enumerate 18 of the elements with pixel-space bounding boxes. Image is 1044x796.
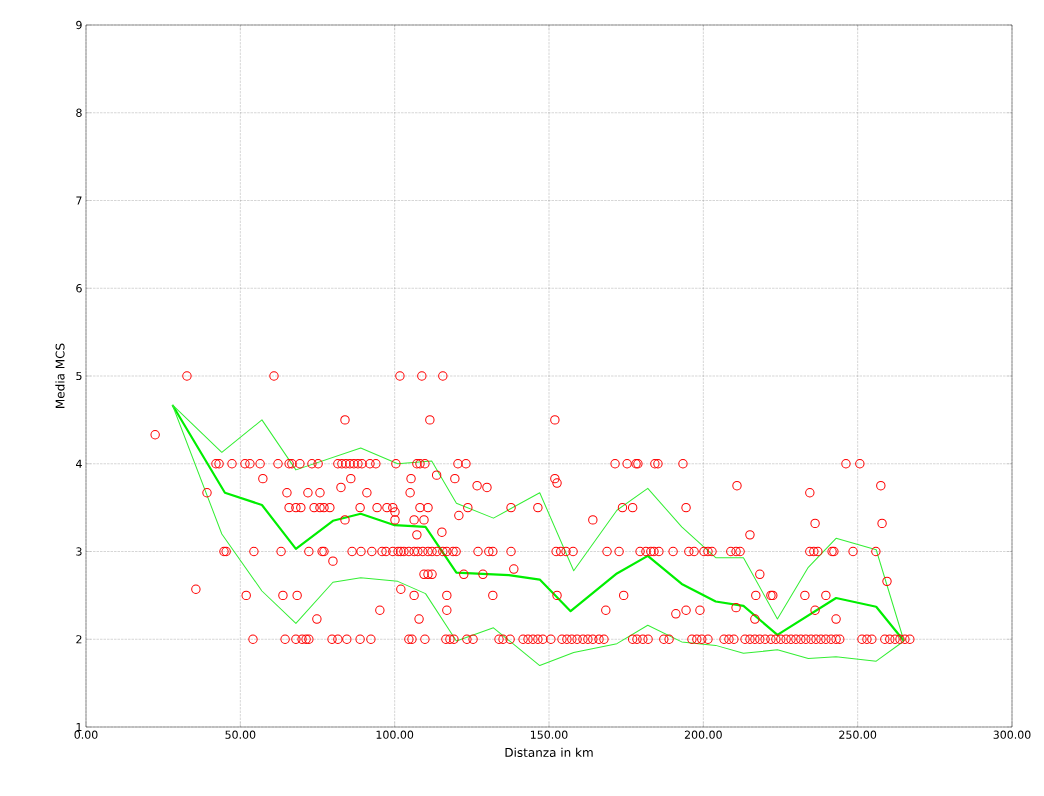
y-tick-label: 2 xyxy=(76,635,82,644)
y-tick-label: 4 xyxy=(76,459,82,468)
y-tick-label: 5 xyxy=(76,371,82,381)
y-tick-label: 9 xyxy=(76,20,82,30)
y-tick-label: 7 xyxy=(76,196,82,205)
x-tick-label: 200.00 xyxy=(684,730,722,739)
y-tick-label: 3 xyxy=(76,547,82,556)
x-tick-label: 250.00 xyxy=(839,730,877,739)
x-tick-label: 50.00 xyxy=(225,730,256,739)
y-tick-label: 6 xyxy=(76,284,82,293)
y-tick-label: 8 xyxy=(76,108,82,117)
x-tick-label: 150.00 xyxy=(530,730,568,739)
y-tick-label: 1 xyxy=(76,723,82,732)
x-axis-title: Distanza in km xyxy=(505,747,593,758)
x-tick-label: 0.00 xyxy=(74,730,98,739)
x-tick-label: 100.00 xyxy=(376,730,414,739)
x-tick-label: 300.00 xyxy=(993,730,1031,739)
y-axis-title: Media MCS xyxy=(55,343,65,408)
